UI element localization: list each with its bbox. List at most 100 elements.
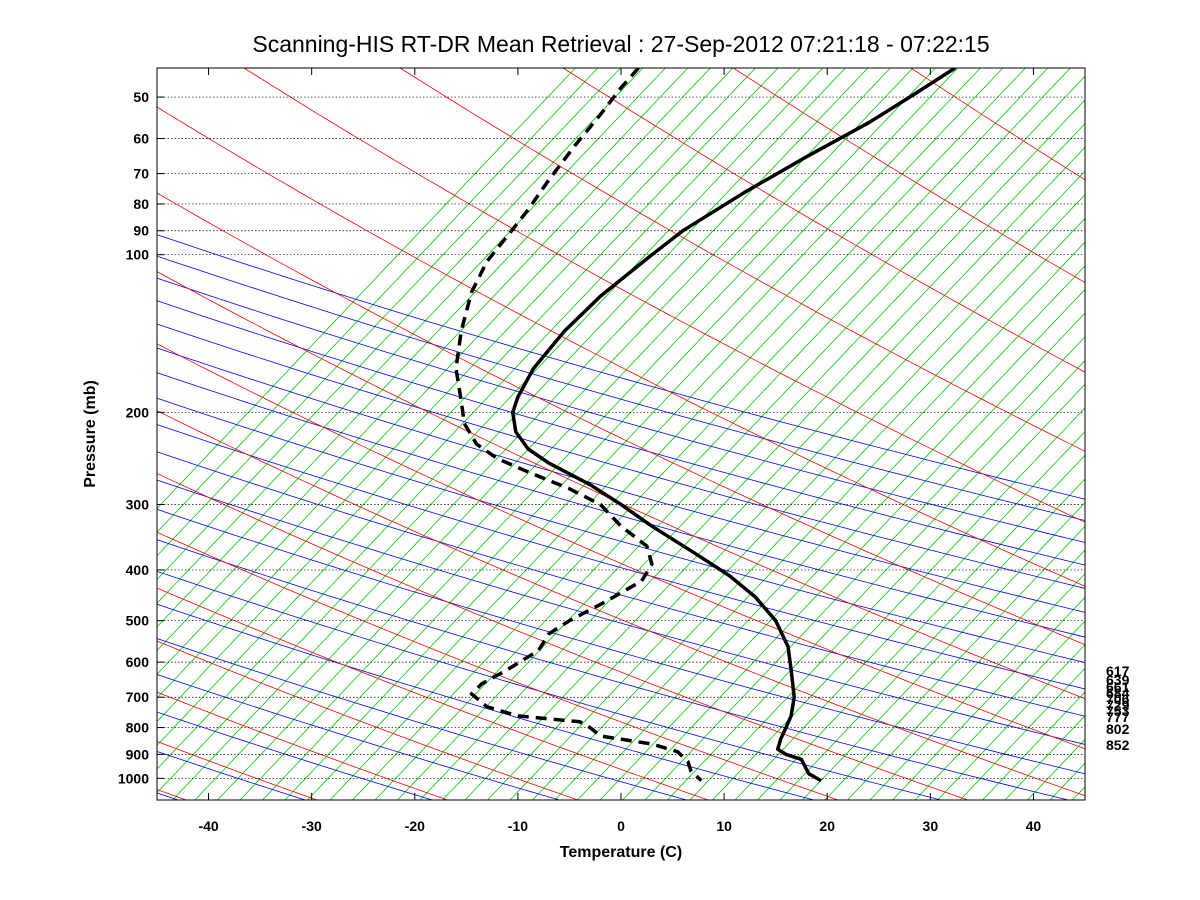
mixing-ratio-line: [262, 68, 959, 800]
right-label: 684: [1106, 685, 1130, 701]
y-tick-label: 100: [126, 247, 150, 263]
dry-adiabat-line: [157, 300, 1085, 566]
x-tick-label: -20: [405, 818, 425, 834]
right-label: 617: [1106, 663, 1130, 679]
mixing-ratio-line: [959, 667, 1085, 800]
right-label: 639: [1106, 672, 1130, 688]
y-tick-label: 1000: [118, 770, 149, 786]
mixing-ratio-line: [1163, 68, 1200, 800]
mixing-ratio-line: [157, 68, 644, 581]
y-tick-label: 200: [126, 404, 150, 420]
moist-adiabat-line: [243, 68, 1085, 523]
dry-adiabat-line: [157, 234, 1085, 500]
x-ticks: -40 -30 -20 -10 0 10 20 30 40: [198, 68, 1041, 834]
right-label: 706: [1106, 691, 1130, 707]
mixing-ratio-line: [352, 68, 1049, 800]
dry-adiabat-line: [157, 323, 1085, 589]
mixing-ratio-line: [1072, 786, 1085, 800]
moist-adiabat-line: [157, 271, 1085, 700]
mixing-ratio-line: [599, 288, 1085, 800]
mixing-ratio-line: [577, 265, 1085, 800]
right-label: 852: [1106, 737, 1130, 753]
mixing-ratio-line: [374, 68, 1071, 800]
mixing-ratio-line: [734, 431, 1085, 800]
y-ticks: 50 60 70 80 90 100 200 300 400 500 600 700 800 900 100…: [118, 89, 164, 786]
mixing-ratio-line: [157, 68, 756, 699]
y-tick-label: 80: [133, 196, 149, 212]
right-label: 777: [1106, 709, 1130, 725]
moist-adiabat-line: [910, 68, 1085, 181]
dry-adiabat-line: [157, 711, 433, 800]
mixing-ratio-line: [532, 217, 1085, 800]
mixing-ratio-line: [1118, 68, 1200, 800]
dry-adiabat-line: [157, 372, 1085, 638]
mixing-ratio-line: [157, 68, 779, 723]
mixing-ratio-line: [487, 170, 1085, 800]
mixing-ratio-line: [157, 68, 599, 533]
x-tick-label: 10: [716, 818, 732, 834]
profile-lines: [454, 68, 957, 783]
mixing-ratio-line: [712, 407, 1085, 800]
moist-adiabat-line: [0, 68, 55, 800]
mixing-ratio-line: [157, 68, 711, 652]
x-tick-label: 20: [819, 818, 835, 834]
moist-adiabat-line: [562, 68, 1085, 373]
y-tick-label: 500: [126, 613, 150, 629]
mixing-ratio-line: [1185, 68, 1200, 800]
dry-adiabat-line: [157, 424, 1085, 690]
dry-adiabat-line: [157, 508, 1085, 775]
mixing-ratio-line: [689, 383, 1085, 800]
mixing-ratio-line: [284, 68, 981, 800]
moist-adiabat-line: [399, 68, 1085, 452]
dry-adiabat-line: [157, 255, 1085, 521]
dry-adiabat-line: [157, 397, 1085, 663]
moist-adiabat-line: [157, 343, 1085, 750]
x-tick-label: -30: [302, 818, 322, 834]
mixing-ratio-line: [217, 68, 914, 800]
plot-frame: [156, 67, 1086, 801]
right-label: 729: [1106, 697, 1130, 713]
y-tick-label: 90: [133, 223, 149, 239]
mixing-ratio-line: [464, 146, 1085, 800]
mixing-ratio-line: [157, 68, 734, 675]
x-tick-label: 30: [923, 818, 939, 834]
right-label: 753: [1106, 703, 1130, 719]
mixing-ratio-line: [157, 68, 666, 604]
mixing-ratio-line: [644, 336, 1085, 800]
moist-adiabat-line: [157, 741, 318, 800]
y-tick-label: 700: [126, 689, 150, 705]
y-tick-label: 400: [126, 562, 150, 578]
x-tick-label: -40: [198, 818, 218, 834]
mixing-ratio-line: [397, 75, 1085, 800]
y-tick-label: 70: [133, 166, 149, 182]
mixing-ratio-line: [442, 123, 1085, 800]
moist-adiabat-line: [157, 472, 968, 800]
dry-adiabat-line: [157, 638, 687, 800]
mixing-ratio-line: [419, 99, 1085, 800]
mixing-ratio-line: [157, 68, 689, 628]
moist-adiabat-line: [157, 106, 1085, 587]
mixing-ratio-line: [194, 68, 891, 800]
dry-adiabat-line: [157, 751, 306, 800]
moist-adiabat-line: [157, 587, 709, 800]
mixing-ratio-line: [329, 68, 1026, 800]
x-tick-label: 40: [1026, 818, 1042, 834]
right-label: 661: [1106, 679, 1130, 695]
mixing-ratio-line: [824, 525, 1085, 800]
moist-adiabat-line: [733, 68, 1085, 283]
mixing-ratio-line: [892, 596, 1085, 800]
y-axis-label: Pressure (mb): [82, 380, 99, 488]
dry-adiabat-line: [157, 479, 1085, 745]
mixing-ratio-line: [757, 454, 1085, 800]
x-tick-label: -10: [508, 818, 528, 834]
mixing-ratio-line: [779, 478, 1085, 800]
dry-adiabat-line: [157, 277, 1085, 543]
mixing-ratio-line: [157, 68, 846, 794]
mixing-ratio-line: [157, 68, 801, 746]
mixing-ratio-line: [622, 312, 1085, 800]
right-label: 802: [1106, 721, 1130, 737]
mixing-ratio-line: [937, 644, 1085, 800]
dry-adiabat-line: [0, 68, 51, 800]
